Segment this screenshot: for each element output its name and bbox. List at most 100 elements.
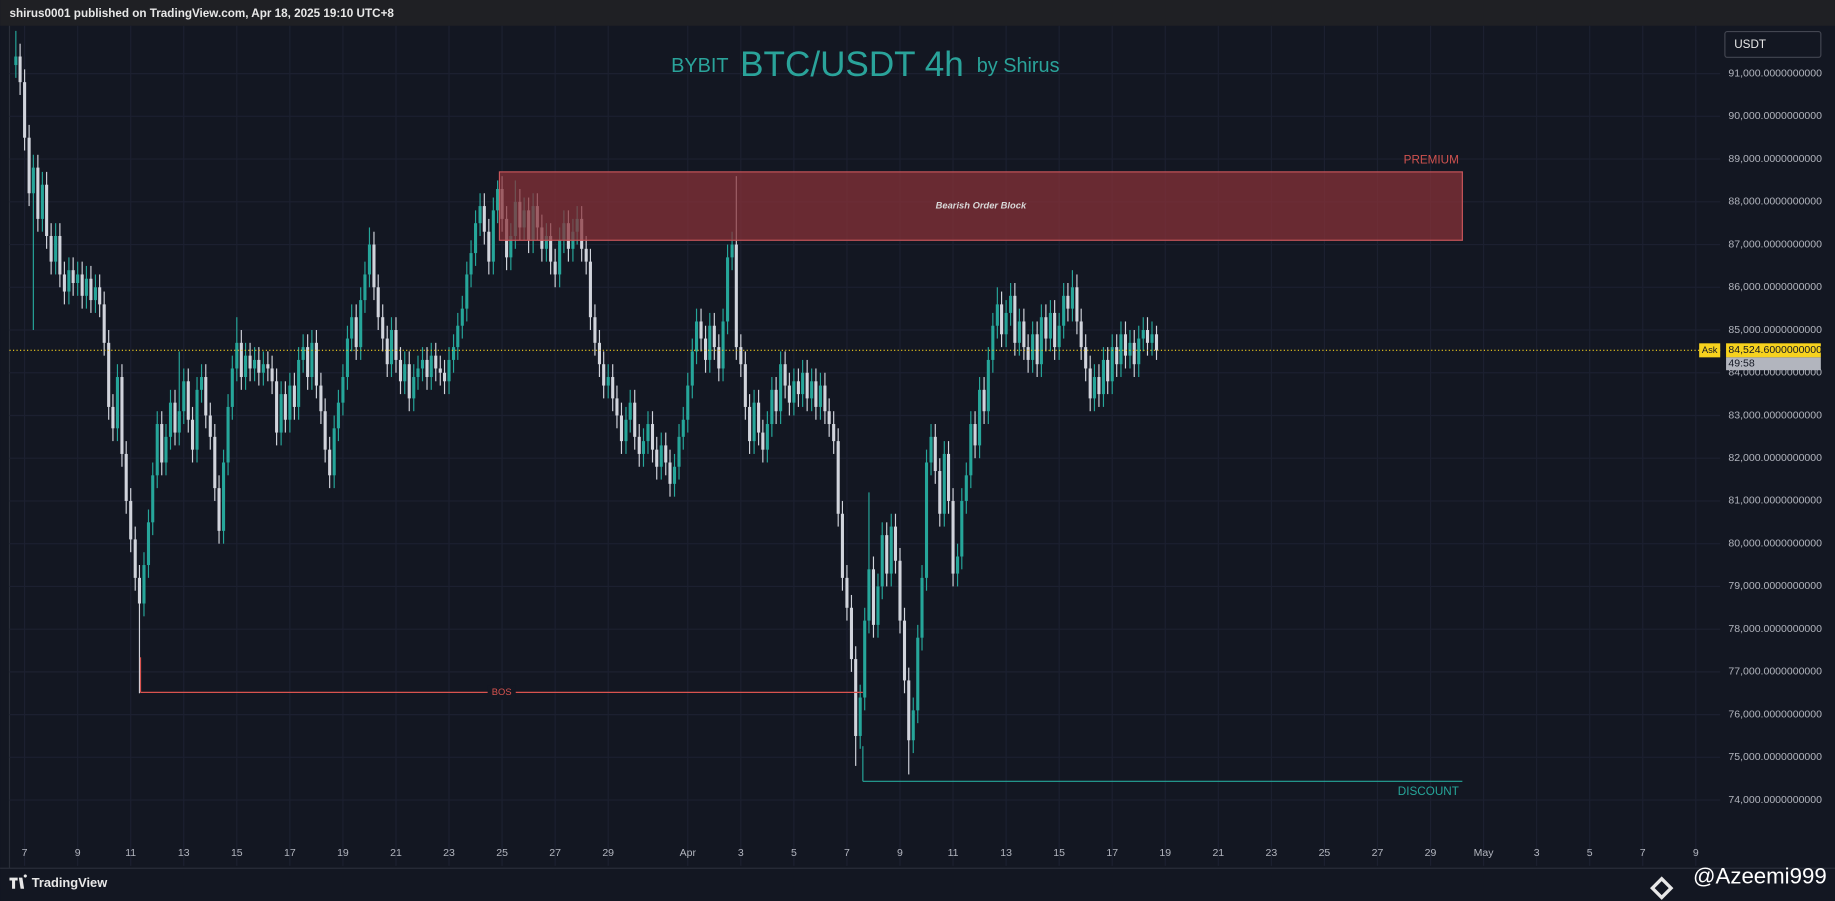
side-label: Ask — [1702, 345, 1718, 355]
candle-body — [102, 304, 106, 343]
candle-body — [341, 377, 345, 403]
x-tick-label: 15 — [231, 847, 243, 859]
candle-body — [708, 325, 712, 360]
candle-body — [633, 402, 637, 437]
candle-body — [650, 424, 655, 450]
candle-body — [257, 359, 261, 373]
candle-body — [279, 394, 283, 433]
x-tick-label: 9 — [1693, 847, 1699, 859]
candle-body — [332, 428, 336, 476]
order-block — [498, 171, 1463, 241]
candle-body — [93, 287, 97, 301]
candle-body — [345, 338, 349, 378]
candle-body — [549, 235, 553, 262]
candle-body — [779, 364, 783, 412]
candle-body — [438, 368, 442, 373]
candle-body — [1053, 312, 1057, 348]
x-tick-label: 9 — [75, 847, 81, 859]
candle-body — [270, 368, 274, 382]
candle-body — [434, 355, 438, 369]
candle-body — [1101, 359, 1106, 395]
candle-body — [1026, 347, 1030, 360]
candle-body — [336, 402, 340, 429]
candle-body — [62, 274, 66, 292]
candle-body — [1031, 334, 1035, 360]
candle-body — [832, 424, 836, 442]
candle-body — [602, 364, 606, 386]
candle-body — [190, 419, 195, 450]
candle-body — [487, 231, 491, 262]
candle-body — [1048, 312, 1052, 339]
candle-body — [275, 381, 279, 433]
candle-body — [465, 274, 469, 309]
candle-body — [611, 377, 615, 399]
candle-body — [619, 415, 624, 442]
candle-body — [893, 526, 898, 561]
x-tick-label: 3 — [738, 847, 744, 859]
candle-body — [474, 223, 478, 254]
candle-body — [814, 381, 818, 407]
candle-body — [363, 274, 367, 301]
candle-body — [155, 424, 159, 476]
candle-body — [442, 372, 447, 382]
candle-body — [672, 466, 677, 484]
y-tick-label: 75,000.0000000000 — [1728, 751, 1822, 763]
candle-body — [230, 368, 234, 407]
candle-body — [425, 359, 429, 378]
candle-body — [827, 411, 831, 425]
x-tick-label: 5 — [791, 847, 797, 859]
candle-body — [1017, 321, 1021, 343]
candle-body — [1079, 321, 1083, 348]
price-tag — [1726, 343, 1821, 358]
currency-label[interactable]: USDT — [1734, 38, 1766, 51]
bos-label-bg — [487, 685, 516, 700]
candle-body — [880, 535, 884, 587]
candle-body — [757, 402, 761, 433]
candle-body — [164, 436, 168, 463]
candle-body — [854, 659, 858, 736]
candle-body — [460, 308, 464, 326]
candle-body — [712, 325, 716, 348]
candle-body — [743, 364, 747, 407]
y-tick-label: 74,000.0000000000 — [1728, 794, 1822, 806]
candle-body — [805, 372, 809, 399]
annotations: Bearish Order Block PREMIUM BOS DISCOUNT — [9, 153, 1723, 798]
candle-body — [1000, 304, 1004, 335]
y-tick-label: 78,000.0000000000 — [1728, 623, 1822, 635]
candle-body — [969, 424, 973, 476]
candle-body — [137, 577, 142, 604]
candle-body — [54, 235, 58, 262]
candle-body — [659, 445, 663, 467]
candle-body — [606, 377, 610, 386]
candle-body — [1110, 347, 1114, 382]
candle-body — [876, 586, 880, 625]
candle-body — [80, 274, 84, 296]
candle-body — [129, 500, 133, 540]
candle-body — [1097, 377, 1101, 395]
candle-body — [871, 569, 876, 625]
x-tick-label: 3 — [1534, 847, 1540, 859]
candle-body — [107, 342, 111, 407]
candle-body — [1106, 359, 1110, 382]
candle-body — [951, 500, 955, 574]
footer-brand: TradingView — [32, 875, 109, 890]
candle-body — [58, 235, 62, 275]
x-tick-label: Apr — [680, 847, 697, 859]
x-tick-label: 29 — [1425, 847, 1437, 859]
candle-body — [956, 556, 960, 574]
candle-body — [1115, 347, 1119, 365]
candle-body — [385, 338, 389, 365]
candle-body — [1022, 321, 1026, 348]
candle-body — [1039, 317, 1043, 365]
candle-body — [964, 475, 968, 501]
currency-box[interactable] — [1724, 31, 1822, 58]
candle-body — [704, 338, 708, 360]
candle-body — [71, 270, 75, 284]
candle-body — [739, 347, 743, 365]
candle-body — [668, 462, 672, 484]
candle-body — [544, 235, 548, 249]
candle-body — [14, 56, 18, 66]
candle-body — [306, 347, 310, 378]
